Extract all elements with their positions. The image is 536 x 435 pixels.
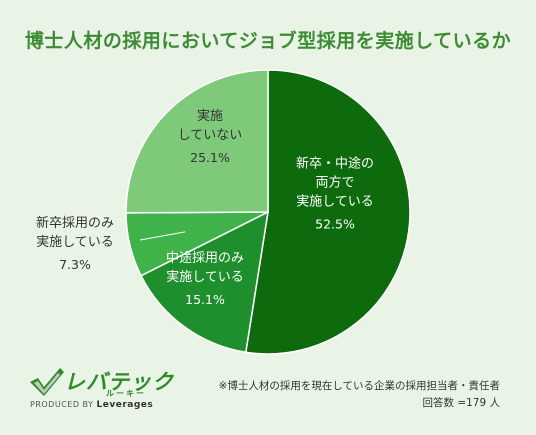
logo-produced-by: PRODUCED BY Leverages (30, 400, 153, 410)
checkmark-icon (30, 368, 64, 396)
slice-label-4: 実施していない 25.1% (178, 108, 243, 165)
brand-text: Leverages (96, 400, 154, 410)
slice-label-1: 新卒・中途の両方で実施している 52.5% (296, 156, 374, 232)
produced-by-text: PRODUCED BY (30, 400, 94, 409)
leader-line (139, 231, 186, 241)
slice-label-2: 中途採用のみ実施している 15.1% (166, 250, 244, 307)
pie-slice-4 (125, 69, 269, 214)
footnote: ※博士人材の採用を現在している企業の採用担当者・責任者 回答数 =179 人 (219, 378, 500, 412)
chart-title: 博士人材の採用においてジョブ型採用を実施しているか (24, 30, 512, 52)
pie-slice-1 (244, 69, 411, 355)
slice-label-3: 新卒採用のみ実施している 7.3% (36, 215, 114, 272)
footnote-line-1: ※博士人材の採用を現在している企業の採用担当者・責任者 (218, 380, 500, 392)
logo-main-text: レバテック (64, 370, 174, 394)
pie-slice-2 (140, 210, 269, 354)
footnote-line-2: 回答数 =179 人 (422, 397, 500, 409)
logo-sub-text: ルーキー (106, 389, 146, 398)
logo: レバテック ルーキー PRODUCED BY Leverages (30, 366, 230, 416)
